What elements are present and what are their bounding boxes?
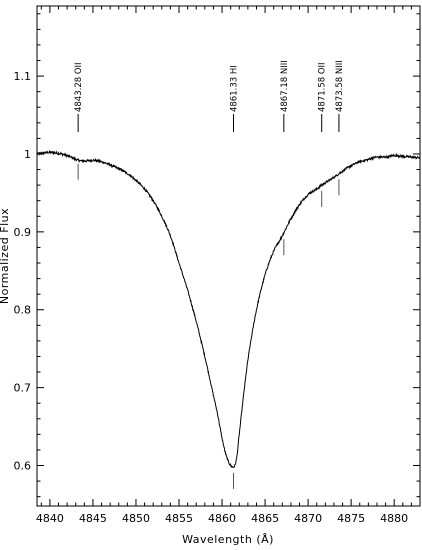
x-tick-label: 4850 [122, 512, 150, 525]
line-label: 4873.58 NIII [335, 60, 345, 112]
y-axis-title: Normalized Flux [0, 208, 11, 304]
x-tick-label: 4870 [294, 512, 322, 525]
x-tick-label: 4880 [380, 512, 408, 525]
y-tick-label: 1.1 [14, 70, 32, 83]
x-axis-ticks: 4840 4845 4850 4855 4860 4865 4870 4875 4880 [36, 6, 421, 525]
series-group [36, 149, 421, 468]
y-tick-label: 0.7 [14, 382, 32, 395]
line-label: 4871.58 OII [318, 62, 328, 112]
line-label: 4861.33 HI [229, 65, 239, 112]
plot-frame [36, 5, 421, 507]
spectrum-line [36, 149, 421, 468]
x-tick-label: 4840 [36, 512, 64, 525]
x-tick-label: 4845 [79, 512, 107, 525]
x-tick-label: 4865 [251, 512, 279, 525]
x-axis-title: Wavelength (Å) [182, 533, 274, 546]
y-tick-label: 0.9 [14, 226, 32, 239]
line-annotations: 4843.28 OII 4861.33 HI 4867.18 NIII 4871.58… [74, 60, 345, 489]
x-tick-label: 4855 [165, 512, 193, 525]
y-tick-label: 0.6 [14, 460, 32, 473]
y-axis-ticks: 0.6 0.7 0.8 0.9 1 1.1 [14, 13, 420, 498]
line-label: 4843.28 OII [74, 62, 84, 112]
y-tick-label: 0.8 [14, 304, 32, 317]
x-tick-label: 4875 [337, 512, 365, 525]
x-tick-label: 4860 [208, 512, 236, 525]
line-label: 4867.18 NIII [280, 60, 290, 112]
y-tick-label: 1 [24, 148, 31, 161]
